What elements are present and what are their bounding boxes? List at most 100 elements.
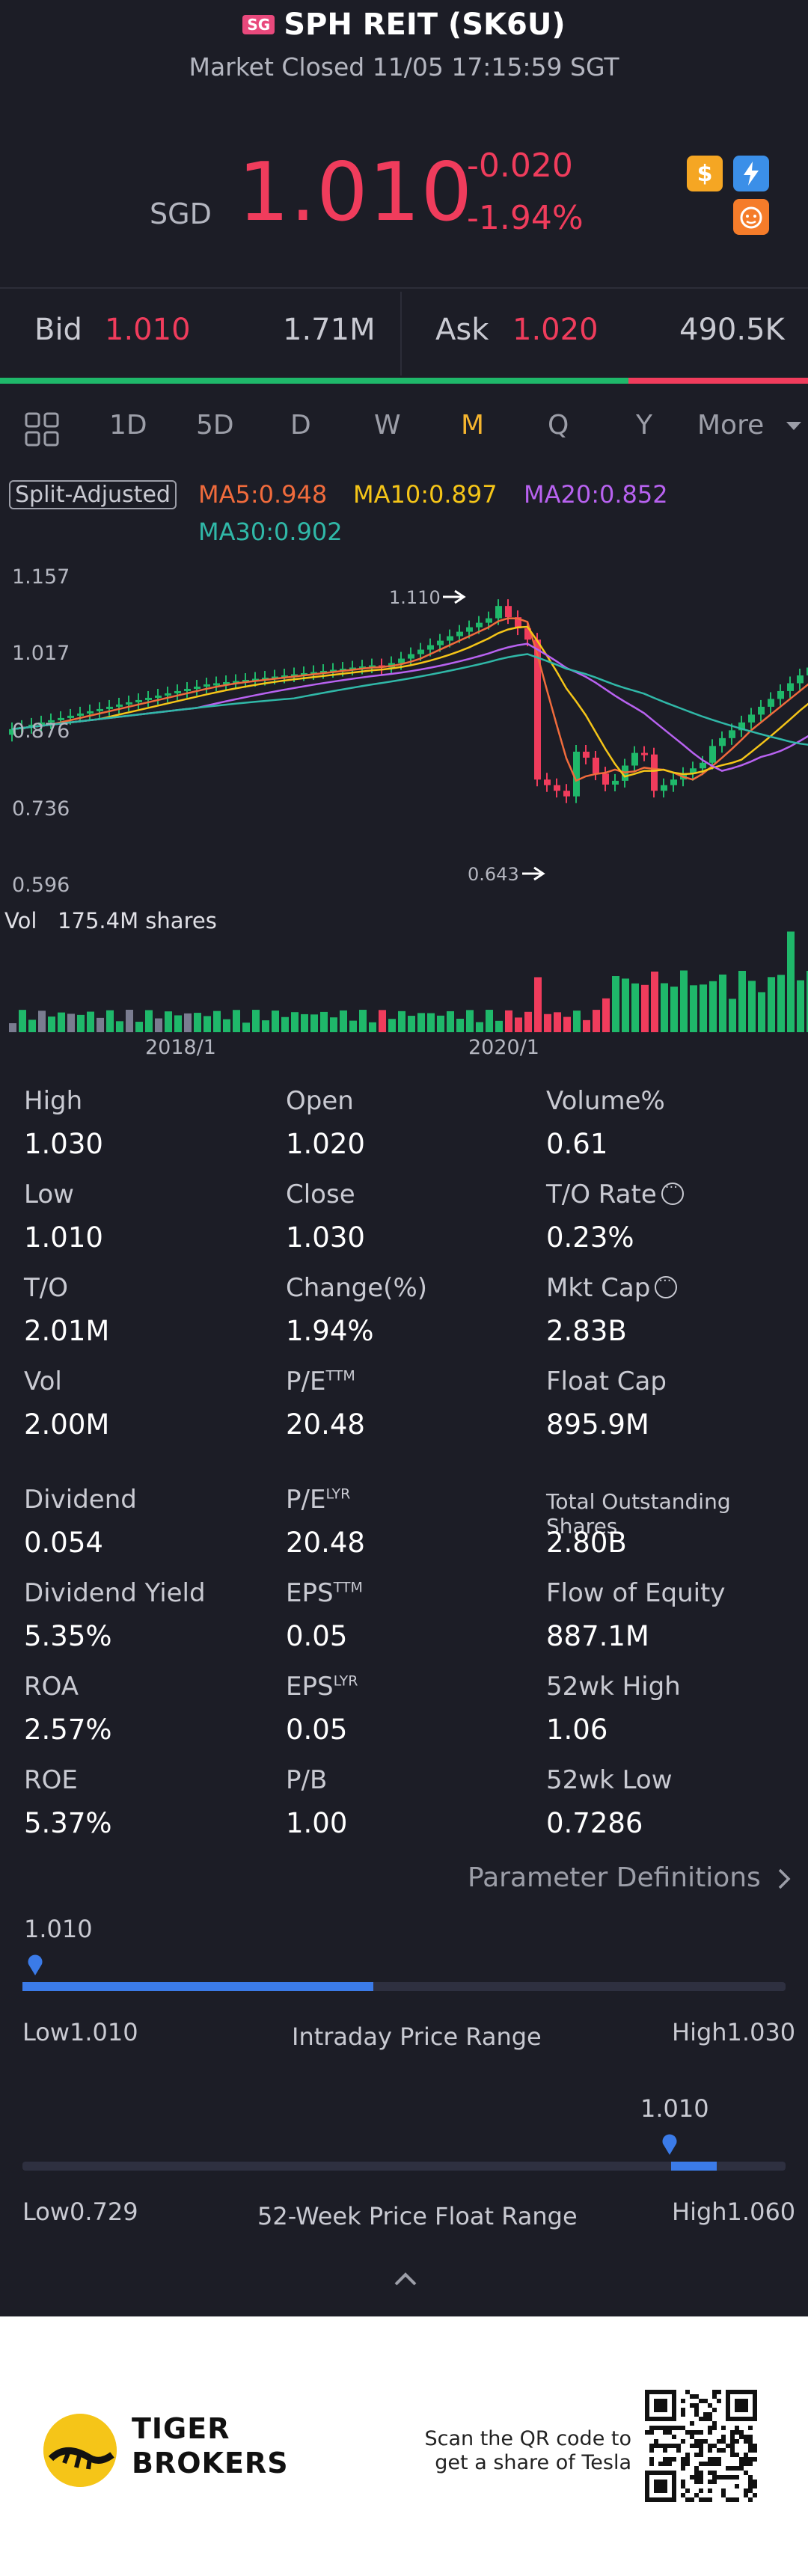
chevron-up-icon[interactable] — [394, 2271, 417, 2287]
intraday-high: High1.030 — [672, 2018, 796, 2046]
grid-layout-icon[interactable] — [24, 411, 60, 450]
stat-value: 1.06 — [546, 1714, 608, 1746]
stat-value: 20.48 — [286, 1408, 365, 1441]
info-icon[interactable] — [655, 1273, 678, 1298]
qr-text-line1: Scan the QR code to — [424, 2427, 631, 2450]
stat-label: Mkt Cap — [546, 1273, 678, 1303]
stat-value: 1.010 — [24, 1221, 103, 1254]
title-row: SG SPH REIT (SK6U) — [0, 7, 808, 42]
tab-more[interactable]: More — [697, 410, 765, 441]
price-chart[interactable]: 1.110 0.643 — [0, 553, 808, 1040]
low-marker: 0.643 — [468, 864, 519, 885]
intraday-current: 1.010 — [24, 1915, 93, 1943]
dollar-icon[interactable]: $ — [687, 156, 723, 191]
stat-label: EPSLYR — [286, 1672, 358, 1702]
high-arrow-icon — [443, 589, 466, 604]
tab-y[interactable]: Y — [636, 410, 652, 441]
bid-ratio-bar — [0, 378, 628, 384]
stat-value: 1.020 — [286, 1128, 365, 1160]
ma30-label: MA30:0.902 — [198, 518, 343, 546]
stat-label: Open — [286, 1086, 354, 1116]
low-arrow-icon — [522, 866, 545, 881]
stat-label: Low — [24, 1180, 74, 1209]
stat-label: High — [24, 1086, 83, 1116]
stat-label: Vol — [24, 1367, 62, 1396]
stat-value: 0.05 — [286, 1620, 348, 1652]
stat-value: 0.61 — [546, 1128, 608, 1160]
tiger-logo-icon — [43, 2414, 117, 2487]
stat-value: 0.054 — [24, 1527, 103, 1559]
last-price: 1.010 — [238, 146, 474, 239]
stat-value: 1.00 — [286, 1807, 348, 1839]
week52-current: 1.010 — [640, 2094, 709, 2123]
stat-value: 0.23% — [546, 1221, 634, 1254]
ma5-label: MA5:0.948 — [198, 480, 328, 509]
stat-value: 0.05 — [286, 1714, 348, 1746]
qr-code-icon[interactable] — [645, 2390, 757, 2502]
stat-label: Change(%) — [286, 1273, 428, 1303]
brand-line2: BROKERS — [132, 2447, 289, 2480]
bid-size: 1.71M — [283, 313, 376, 347]
y-tick-5: 0.596 — [12, 874, 70, 897]
stat-label: Total Outstanding Shares — [546, 1489, 731, 1539]
header-divider — [0, 287, 808, 289]
stat-value: 5.37% — [24, 1807, 112, 1839]
stat-label: P/ETTM — [286, 1367, 355, 1396]
candlesticks — [9, 599, 808, 803]
ma20-label: MA20:0.852 — [524, 480, 668, 509]
ask-label: Ask — [435, 313, 489, 347]
lightning-icon[interactable] — [733, 156, 769, 191]
x-tick-2018: 2018/1 — [145, 1036, 216, 1059]
stat-value: 5.35% — [24, 1620, 112, 1652]
tab-q[interactable]: Q — [548, 410, 569, 441]
parameter-definitions-link[interactable]: Parameter Definitions — [468, 1862, 793, 1893]
brand-line1: TIGER — [132, 2412, 230, 2445]
stat-value: 887.1M — [546, 1620, 649, 1652]
tab-1d[interactable]: 1D — [109, 410, 147, 441]
ask-size: 490.5K — [679, 313, 785, 347]
bid-label: Bid — [34, 313, 82, 347]
stat-label: P/ELYR — [286, 1485, 351, 1515]
stat-value: 2.57% — [24, 1714, 112, 1746]
tab-m[interactable]: M — [461, 410, 485, 441]
stat-value: 2.00M — [24, 1408, 110, 1441]
week52-pin-icon — [662, 2134, 677, 2155]
chevron-right-icon — [779, 1868, 791, 1889]
stat-value: 895.9M — [546, 1408, 649, 1441]
tiger-face-icon[interactable] — [733, 199, 769, 235]
high-marker: 1.110 — [389, 587, 441, 608]
volume-label: Vol 175.4M shares — [4, 908, 217, 933]
week52-range-track — [22, 2162, 786, 2171]
region-badge: SG — [242, 15, 275, 34]
qr-text-line2: get a share of Tesla — [435, 2451, 631, 2474]
tab-w[interactable]: W — [374, 410, 401, 441]
stat-label: T/O — [24, 1273, 68, 1303]
stat-label: 52wk Low — [546, 1765, 673, 1795]
footer-banner: TIGER BROKERS Scan the QR code to get a … — [0, 2316, 808, 2576]
stat-label: P/B — [286, 1765, 328, 1795]
y-tick-4: 0.736 — [12, 797, 70, 821]
tab-d[interactable]: D — [290, 410, 311, 441]
currency-label: SGD — [150, 197, 212, 230]
ma10-line — [11, 625, 808, 778]
intraday-range-fill — [22, 1982, 374, 1991]
week52-low: Low0.729 — [22, 2198, 138, 2226]
y-tick-3: 0.876 — [12, 720, 70, 743]
ma30-line — [11, 653, 808, 746]
chevron-down-icon[interactable] — [786, 420, 802, 435]
stat-value: 1.030 — [286, 1221, 365, 1254]
volume-bars — [9, 931, 808, 1032]
stat-label: Dividend Yield — [24, 1578, 206, 1608]
stat-label: Volume% — [546, 1086, 665, 1116]
ma5-line — [11, 617, 808, 782]
stat-label: Float Cap — [546, 1367, 667, 1396]
week52-range-fill — [671, 2162, 717, 2171]
stat-label: ROA — [24, 1672, 79, 1702]
tab-5d[interactable]: 5D — [196, 410, 234, 441]
stat-value: 0.7286 — [546, 1807, 643, 1839]
info-icon[interactable] — [661, 1180, 684, 1205]
price-change-percent: -1.94% — [467, 199, 584, 237]
stat-value: 1.94% — [286, 1315, 374, 1347]
stat-label: Close — [286, 1180, 355, 1209]
split-adjusted-toggle[interactable]: Split-Adjusted — [9, 480, 177, 509]
